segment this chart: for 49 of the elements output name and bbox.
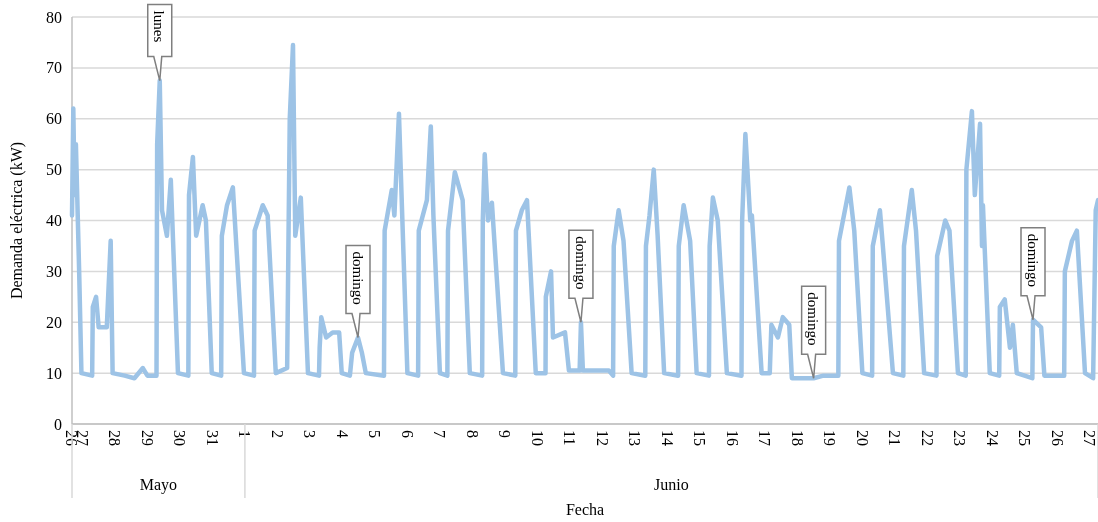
annotation: domingo (805, 292, 822, 346)
x-tick-label: 17 (756, 430, 774, 446)
x-tick-label: 18 (788, 430, 806, 446)
x-tick-label: 19 (821, 430, 839, 446)
x-tick-label: 7 (431, 430, 449, 438)
x-tick-label: 5 (366, 430, 384, 438)
annotation: domingo (1024, 233, 1041, 288)
y-tick-label: 50 (46, 161, 62, 179)
x-tick-label: 3 (301, 430, 319, 438)
annotation: lunes (151, 10, 168, 43)
x-tick-label: 27 (1081, 430, 1098, 446)
x-tick-label: 30 (171, 430, 189, 446)
x-tick-label: 14 (658, 430, 676, 446)
x-tick-label: 4 (333, 430, 351, 438)
x-tick-label: 11 (561, 430, 579, 446)
x-tick-label: 28 (106, 430, 124, 446)
y-tick-label: 10 (46, 364, 62, 382)
x-tick-label: 16 (723, 430, 741, 446)
x-tick-label: 2 (268, 430, 286, 438)
annotation: domingo (349, 251, 366, 305)
text: Junio (654, 476, 689, 493)
y-tick-label: 40 (46, 212, 62, 230)
x-tick-label: 9 (496, 430, 514, 438)
x-tick-label: 8 (463, 430, 481, 438)
x-tick-label: 15 (691, 430, 709, 446)
x-tick-label: 31 (203, 430, 221, 446)
x-tick-label: 10 (528, 430, 546, 446)
x-tick-label: 29 (138, 430, 156, 446)
x-tick-label: 24 (983, 430, 1001, 446)
y-tick-label: 80 (46, 8, 62, 26)
x-tick-label: 6 (398, 430, 416, 438)
x-tick-label: 12 (593, 430, 611, 446)
y-tick-label: 20 (46, 313, 62, 331)
x-tick-label: 22 (918, 430, 936, 446)
x-tick-label: 21 (886, 430, 904, 446)
y-tick-label: 70 (46, 59, 62, 77)
x-axis-title: Fecha (565, 501, 605, 518)
x-tick-label: 20 (853, 430, 871, 446)
annotation: domingo (572, 236, 589, 290)
x-tick-label: 26 (1048, 430, 1066, 446)
x-tick-label: 23 (951, 430, 969, 446)
x-tick-label: 13 (626, 430, 644, 446)
text: Mayo (139, 476, 178, 494)
x-tick-label: 1 (236, 430, 254, 438)
y-tick-label: 30 (46, 262, 62, 280)
y-tick-label: 0 (54, 415, 62, 433)
y-axis-title: Demanda eléctrica (kW) (8, 141, 26, 300)
y-tick-label: 60 (46, 110, 62, 128)
x-tick-label: 25 (1016, 430, 1034, 446)
